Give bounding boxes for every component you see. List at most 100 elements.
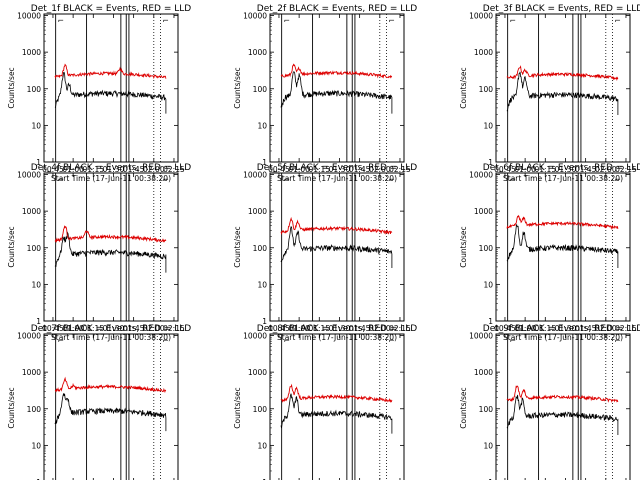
plot-frame (269, 172, 405, 322)
marker-symbol: ⌐ (284, 336, 290, 345)
marker-symbol: ⌐ (510, 175, 516, 184)
y-axis-label: Counts/sec (7, 226, 16, 267)
y-tick-label: 100 (253, 405, 268, 414)
marker-symbol: ⌐ (284, 175, 290, 184)
marker-symbol: ⌐ (615, 336, 621, 345)
x-tick-label: 01:30 (329, 165, 351, 174)
y-tick-label: 10000 (469, 332, 493, 341)
marker-symbol: ⌐ (389, 175, 395, 184)
y-tick-label: 1 (262, 478, 267, 480)
events-trace (280, 71, 393, 114)
x-tick-label: 01:45 (575, 165, 597, 174)
y-tick-label: 10 (257, 280, 267, 289)
y-axis-label: Counts/sec (459, 387, 468, 428)
x-tick-label: 01:15 (308, 165, 330, 174)
y-tick-label: 1 (488, 478, 493, 480)
panel-title: Det_6f BLACK = Events, RED = LLD (483, 163, 640, 173)
y-tick-label: 1000 (474, 48, 493, 57)
x-tick-label: 02:15 (389, 165, 411, 174)
y-tick-label: 1 (36, 478, 41, 480)
events-trace (506, 71, 619, 115)
y-tick-label: 100 (27, 85, 42, 94)
lld-trace (54, 225, 167, 244)
x-tick-label: 02:15 (163, 324, 185, 333)
plot-frame (495, 333, 631, 480)
x-axis-label: Start Time (17-Jun-11 00:38:20) (277, 333, 397, 342)
x-axis-label: Start Time (17-Jun-11 00:38:20) (503, 333, 623, 342)
lld-trace (506, 65, 619, 81)
events-trace (54, 393, 167, 432)
plot-frame (269, 13, 405, 163)
x-tick-label: 01:45 (349, 165, 371, 174)
y-tick-label: 10000 (469, 171, 493, 180)
plot-frame (495, 172, 631, 322)
y-tick-label: 1000 (22, 368, 41, 377)
panel-title: Det_9f BLACK = Events, RED = LLD (483, 324, 640, 334)
y-tick-label: 10000 (243, 171, 267, 180)
x-tick-label: 01:15 (308, 324, 330, 333)
panel-title: Det_7f BLACK = Events, RED = LLD (31, 324, 191, 334)
x-tick-label: 01:15 (534, 324, 556, 333)
panel-title: Det_5f BLACK = Events, RED = LLD (257, 163, 417, 173)
lld-trace (506, 214, 619, 230)
panel-title: Det_4f BLACK = Events, RED = LLD (31, 163, 191, 173)
events-trace (506, 394, 619, 435)
panel-4: Det_4f BLACK = Events, RED = LLD 1 10 100 10… (7, 163, 191, 342)
marker-symbol: ⌐ (389, 336, 395, 345)
panel-1: Det_1f BLACK = Events, RED = LLD 1 10 100 10… (7, 4, 191, 183)
panel-6: Det_6f BLACK = Events, RED = LLD 1 10 100 10… (459, 163, 640, 342)
panel-title: Det_1f BLACK = Events, RED = LLD (31, 4, 191, 14)
panel-3: Det_3f BLACK = Events, RED = LLD 1 10 100 10… (459, 4, 640, 183)
x-tick-label: 02:00 (595, 324, 617, 333)
lld-trace (506, 385, 619, 403)
marker-symbol: ⌐ (163, 336, 169, 345)
y-tick-label: 1000 (22, 48, 41, 57)
x-tick-label: 01:45 (123, 324, 145, 333)
events-trace (54, 71, 167, 114)
y-tick-label: 10 (257, 441, 267, 450)
x-tick-label: 00:45 (268, 324, 290, 333)
marker-symbol: ⌐ (284, 16, 290, 25)
panel-2: Det_2f BLACK = Events, RED = LLD 1 10 100 10… (233, 4, 417, 183)
x-tick-label: 01:45 (349, 324, 371, 333)
y-tick-label: 1000 (248, 48, 267, 57)
y-tick-label: 10 (257, 121, 267, 130)
x-tick-label: 00:45 (268, 165, 290, 174)
panel-title: Det_8f BLACK = Events, RED = LLD (257, 324, 417, 334)
y-axis-label: Counts/sec (7, 67, 16, 108)
marker-symbol: ⌐ (510, 16, 516, 25)
lld-trace (54, 376, 167, 393)
panel-5: Det_5f BLACK = Events, RED = LLD 1 10 100 10… (233, 163, 417, 342)
panel-title: Det_3f BLACK = Events, RED = LLD (483, 4, 640, 14)
x-tick-label: 00:45 (42, 165, 64, 174)
x-tick-label: 02:15 (389, 324, 411, 333)
y-tick-label: 1 (262, 317, 267, 326)
lld-trace (280, 216, 393, 236)
y-tick-label: 10 (483, 121, 493, 130)
y-axis-label: Counts/sec (459, 226, 468, 267)
y-tick-label: 100 (479, 244, 494, 253)
lld-trace (54, 63, 167, 80)
marker-symbol: ⌐ (58, 336, 64, 345)
y-tick-label: 1000 (474, 368, 493, 377)
y-tick-label: 10 (483, 280, 493, 289)
x-tick-label: 01:45 (575, 324, 597, 333)
x-tick-label: 01:00 (62, 165, 84, 174)
panel-title: Det_2f BLACK = Events, RED = LLD (257, 4, 417, 14)
y-tick-label: 100 (479, 405, 494, 414)
y-axis-label: Counts/sec (233, 387, 242, 428)
x-tick-label: 02:15 (615, 324, 637, 333)
y-tick-label: 100 (27, 244, 42, 253)
events-trace (280, 225, 393, 268)
plot-frame (43, 13, 179, 163)
x-tick-label: 01:00 (62, 324, 84, 333)
x-tick-label: 01:00 (514, 165, 536, 174)
plot-frame (43, 333, 179, 480)
marker-symbol: ⌐ (615, 16, 621, 25)
y-axis-label: Counts/sec (233, 67, 242, 108)
x-tick-label: 01:30 (103, 324, 125, 333)
x-tick-label: 02:00 (369, 165, 391, 174)
events-trace (280, 393, 393, 434)
x-tick-label: 01:30 (103, 165, 125, 174)
